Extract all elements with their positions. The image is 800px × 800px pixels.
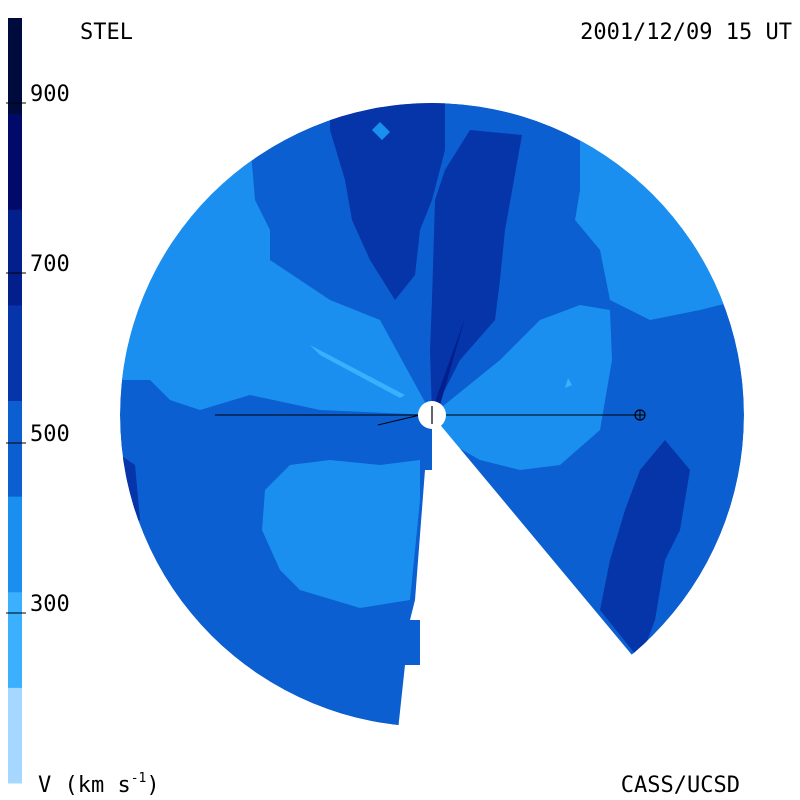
colorbar-band [8, 591, 22, 688]
unit-prefix: V (km s [38, 773, 131, 798]
earth-symbol [634, 409, 646, 421]
colorbar-band [8, 400, 22, 497]
region-small-light [565, 378, 572, 388]
colorbar-tick-900: 900 [30, 82, 70, 107]
region-upper-stream-2 [430, 130, 522, 415]
unit-exponent: -1 [130, 770, 147, 786]
source-label: STEL [80, 20, 133, 45]
no-data-wedge [100, 415, 800, 800]
datetime-label: 2001/12/09 15 UT [580, 20, 792, 45]
region-upper-stream [330, 103, 445, 300]
credit-label: CASS/UCSD [620, 773, 740, 798]
colorbar-band [8, 113, 22, 210]
region-light-streak [310, 345, 405, 398]
colorbar [6, 18, 26, 784]
region-lower-left [262, 460, 420, 608]
unit-suffix: ) [146, 773, 160, 798]
colorbar-band [8, 496, 22, 593]
colorbar-band [8, 18, 22, 115]
colorbar-band [8, 209, 22, 306]
colorbar-tick-500: 500 [30, 422, 70, 447]
region-dark-streak [432, 318, 465, 410]
colorbar-tick-300: 300 [30, 592, 70, 617]
colorbar-band [8, 687, 22, 784]
region-right-middle [432, 305, 612, 470]
region-lower-right-stream [600, 440, 690, 660]
colorbar-unit-label: V (km s-1) [38, 772, 160, 798]
colorbar-band [8, 304, 22, 401]
colorbar-tick-700: 700 [30, 252, 70, 277]
earth-direction-line [377, 414, 421, 426]
map-disc [100, 103, 800, 800]
region-notch [372, 122, 390, 140]
